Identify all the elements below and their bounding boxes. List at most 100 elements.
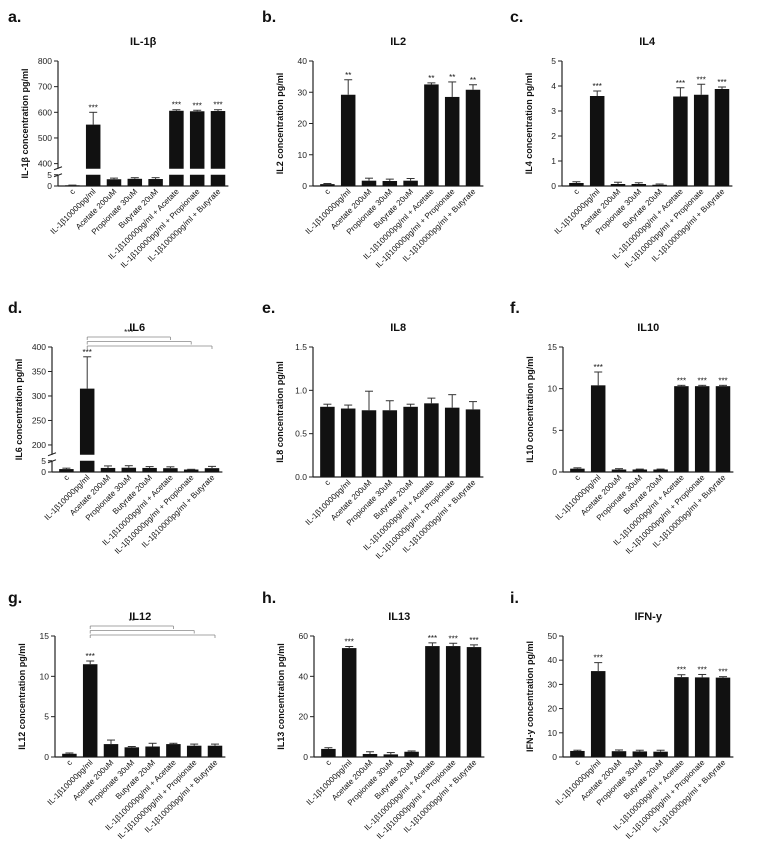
bar (611, 469, 627, 472)
bar (714, 89, 730, 186)
panel-label: d. (8, 300, 22, 317)
panel-label: a. (8, 9, 21, 26)
panel-h: h. IL13 0 20 40 60 IL13 concentration pg/ml c **… (262, 590, 485, 841)
bar (693, 94, 709, 186)
x-tick-label: c (573, 473, 582, 482)
y-tick-label: 0 (302, 181, 307, 191)
bar (85, 124, 101, 169)
axis-break (53, 173, 63, 178)
y-tick-label: 20 (299, 712, 309, 722)
y-tick-label: 0 (47, 181, 52, 191)
y-tick-label: 350 (32, 366, 46, 376)
y-axis-label: IL6 concentration pg/ml (14, 359, 24, 461)
bar-lower-part (189, 174, 205, 186)
significance-label: *** (83, 348, 92, 357)
significance-label: *** (89, 103, 98, 112)
y-tick-label: 400 (32, 342, 46, 352)
bar (425, 646, 440, 757)
y-tick-label: 10 (298, 150, 308, 160)
significance-label: ** (449, 73, 455, 82)
y-tick-label: 250 (32, 415, 46, 425)
y-tick-label: 0 (552, 752, 557, 762)
bar (403, 180, 418, 186)
bar (674, 386, 689, 472)
axis-break (47, 459, 57, 464)
y-axis-label: IL10 concentration pg/ml (525, 356, 535, 463)
bar (142, 467, 157, 472)
bar (444, 96, 460, 186)
bar (715, 386, 731, 472)
significance-label: *** (449, 634, 458, 643)
y-tick-label: 20 (298, 119, 308, 129)
y-axis-label: IL8 concentration pg/ml (275, 361, 285, 463)
y-tick-label: 0 (41, 467, 46, 477)
y-tick-label: 60 (299, 631, 309, 641)
bar (148, 179, 163, 186)
significance-label: *** (428, 634, 437, 643)
y-tick-label: 600 (38, 107, 52, 117)
y-tick-label: 5 (41, 456, 46, 466)
bar (611, 751, 627, 757)
bar (590, 671, 606, 757)
significance-label: *** (717, 78, 726, 87)
y-tick-label: 20 (548, 704, 558, 714)
y-tick-label: 0 (44, 752, 49, 762)
x-tick-label: c (573, 758, 582, 767)
significance-label: *** (594, 654, 603, 663)
y-axis-label: IL2 concentration pg/ml (275, 73, 285, 175)
axis-break (47, 452, 57, 457)
y-tick-label: 700 (38, 82, 52, 92)
significance-label: *** (594, 363, 603, 372)
bar (382, 410, 398, 477)
y-tick-label: 5 (551, 56, 556, 66)
y-axis-label: IFN-y concentration pg/ml (525, 641, 535, 752)
bar (340, 94, 356, 186)
panel-label: e. (262, 300, 275, 317)
panel-label: i. (510, 590, 519, 607)
significance-label: ** (345, 71, 351, 80)
chart-title: IL12 (129, 611, 151, 623)
y-tick-label: 30 (298, 87, 308, 97)
y-tick-label: 30 (548, 679, 558, 689)
bar (82, 664, 98, 757)
chart-title: IL8 (390, 322, 406, 334)
x-tick-label: c (68, 187, 77, 196)
x-tick-label: c (323, 478, 332, 487)
y-tick-label: 10 (548, 384, 558, 394)
significance-label: *** (718, 668, 727, 677)
y-tick-label: 10 (548, 728, 558, 738)
chart-title: IL13 (388, 611, 410, 623)
significance-label: *** (677, 376, 686, 385)
panel-b: b. IL2 0 10 20 30 40 IL2 concentration pg/ml c **… (262, 9, 484, 270)
y-tick-label: 40 (548, 655, 558, 665)
bar (632, 751, 648, 757)
bar (59, 469, 74, 472)
bar (590, 385, 606, 472)
y-tick-label: 4 (551, 81, 556, 91)
significance-label: ** (428, 74, 434, 83)
bar-lower-part (79, 460, 95, 472)
panel-f: f. IL10 0 5 10 15 IL10 concentration pg/ml c ***… (510, 300, 734, 556)
significance-label: *** (698, 376, 707, 385)
comparison-label: ** (129, 617, 135, 626)
significance-label: *** (676, 79, 685, 88)
y-tick-label: 15 (40, 631, 50, 641)
bar (79, 388, 95, 455)
bar (444, 407, 460, 477)
chart-title: IL10 (637, 322, 659, 334)
bar (361, 180, 377, 186)
y-tick-label: 1.0 (295, 385, 307, 395)
bar (207, 745, 223, 757)
significance-label: *** (86, 652, 95, 661)
bar (106, 179, 122, 186)
bar (383, 754, 399, 757)
bar (320, 184, 335, 186)
bar (320, 406, 335, 477)
panel-label: f. (510, 300, 520, 317)
bar (589, 96, 605, 186)
bar (465, 89, 481, 186)
chart-title: IL-1β (130, 36, 157, 48)
bar (186, 745, 202, 757)
